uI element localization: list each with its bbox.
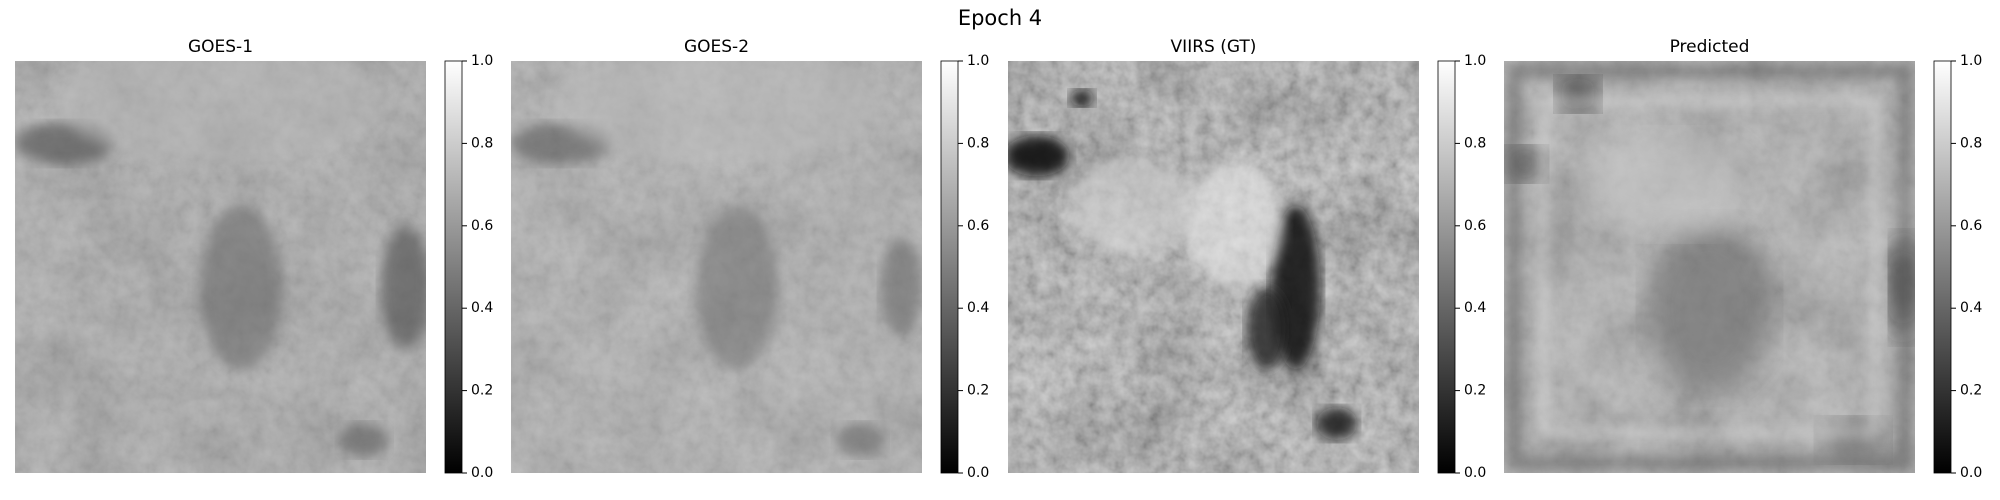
colorbar-tick-label: 0.2: [1464, 383, 1486, 399]
colorbar: [1437, 60, 1456, 474]
panel-title: GOES-1: [188, 37, 253, 57]
colorbar-tick-label: 0.6: [1960, 218, 1982, 234]
cloud: [1069, 155, 1193, 255]
colorbar-tick-label: 1.0: [1960, 53, 1982, 69]
colorbar-tick-label: 0.8: [471, 135, 493, 151]
cloud: [1184, 164, 1284, 288]
colorbar-tick-label: 1.0: [1464, 53, 1486, 69]
cloud: [56, 61, 385, 164]
colorbar-tick-label: 0.2: [1960, 383, 1982, 399]
colorbar-tick-label: 0.6: [1464, 218, 1486, 234]
cloud: [552, 61, 881, 164]
cloud: [695, 205, 779, 370]
colorbar-tick-label: 0.4: [471, 300, 493, 316]
colorbar: [940, 60, 959, 474]
colorbar-tick-label: 0.0: [471, 465, 493, 481]
colorbar-tick-label: 0.0: [1464, 465, 1486, 481]
panel-image: [1008, 61, 1419, 473]
frame-artifact: [1539, 96, 1880, 438]
cloud: [1008, 135, 1070, 177]
colorbar-tick-label: 1.0: [967, 53, 989, 69]
cloud: [380, 225, 426, 350]
colorbar-tick-label: 0.2: [471, 383, 493, 399]
figure-title: Epoch 4: [958, 6, 1042, 30]
cloud: [339, 423, 390, 457]
colorbar-tick-label: 0.4: [1464, 300, 1486, 316]
colorbar-tick-label: 0.8: [1464, 135, 1486, 151]
colorbar-tick-label: 1.0: [471, 53, 493, 69]
cloud: [835, 423, 886, 457]
colorbar-tick-label: 0.4: [967, 300, 989, 316]
colorbar-tick-label: 0.4: [1960, 300, 1982, 316]
cloud: [1246, 287, 1288, 370]
colorbar-tick-label: 0.6: [471, 218, 493, 234]
frame-artifact: [1507, 64, 1912, 470]
colorbar: [444, 60, 463, 474]
cloud: [1316, 407, 1358, 441]
colorbar-tick-label: 0.0: [1960, 465, 1982, 481]
panel-title: Predicted: [1670, 37, 1750, 57]
colorbar-tick-label: 0.0: [967, 465, 989, 481]
colorbar-tick-label: 0.6: [967, 218, 989, 234]
panel-image: [511, 61, 922, 473]
panel-image: [15, 61, 426, 473]
cloud: [1069, 89, 1095, 107]
panel-title: VIIRS (GT): [1171, 37, 1257, 57]
cloud: [880, 238, 922, 338]
cloud: [1586, 135, 1751, 235]
cloud: [1647, 225, 1772, 391]
colorbar: [1933, 60, 1952, 474]
colorbar-tick-label: 0.8: [1960, 135, 1982, 151]
colorbar-tick-label: 0.8: [967, 135, 989, 151]
cloud: [199, 205, 283, 370]
colorbar-tick-label: 0.2: [967, 383, 989, 399]
panel-title: GOES-2: [684, 37, 749, 57]
panel-image: [1504, 61, 1915, 473]
